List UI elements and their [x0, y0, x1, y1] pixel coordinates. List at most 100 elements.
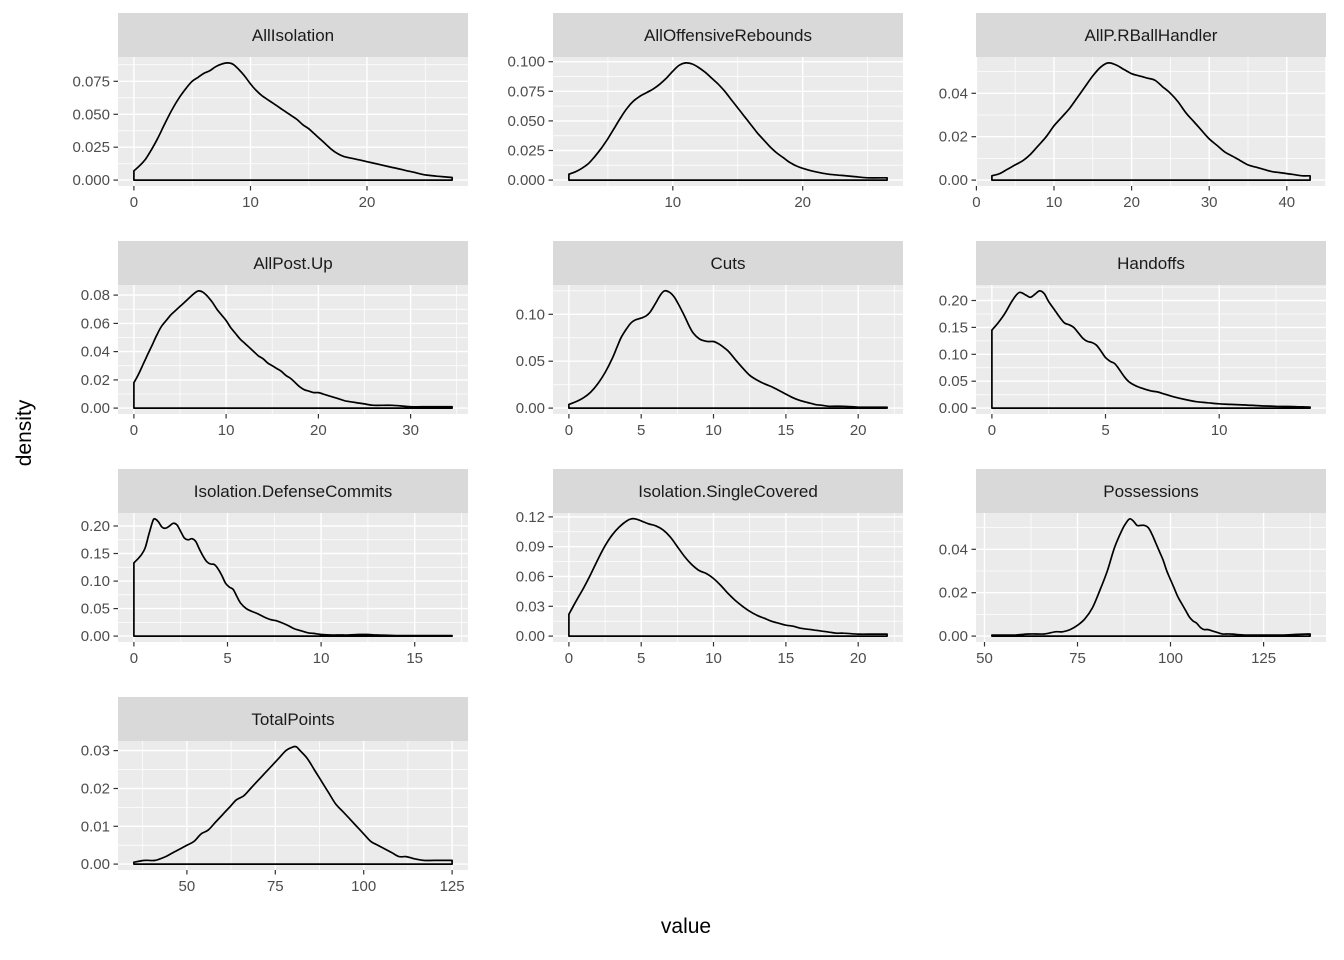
y-axis-tick-label: 0.00: [81, 856, 110, 873]
x-axis-tick-label: 125: [1251, 650, 1276, 667]
facet-title: AllPost.Up: [253, 254, 332, 273]
facet-title: AllP.RBallHandler: [1085, 26, 1218, 45]
y-axis-tick-label: 0.02: [81, 781, 110, 798]
y-axis-tick-label: 0.02: [81, 372, 110, 389]
y-axis-tick-label: 0.050: [72, 106, 110, 123]
facet-strip: [118, 13, 468, 57]
facet-panel-TotalPoints: TotalPoints 50 75 100 125 0.00 0.01 0.02 0.03: [81, 697, 468, 895]
y-axis-tick-label: 0.01: [81, 818, 110, 835]
x-axis-tick-label: 10: [705, 650, 722, 667]
y-axis-tick-label: 0.05: [81, 601, 110, 618]
y-axis-tick-label: 0.06: [516, 569, 545, 586]
x-axis-tick-label: 15: [406, 650, 423, 667]
panel-background: [553, 513, 903, 642]
axis-ticks: 50 75 100 125 0.00 0.02 0.04: [939, 541, 1276, 667]
x-axis-tick-label: 20: [850, 650, 867, 667]
facet-grid: AllIsolation 0 10 20 0.000 0.025 0.050 0.075 All…: [46, 13, 1326, 908]
facet-strip: [553, 241, 903, 285]
panel-background: [976, 285, 1326, 414]
y-axis-tick-label: 0.075: [507, 83, 545, 100]
facet-cell: Isolation.DefenseCommits 0 5 10 15 0.00 0.05 0.…: [46, 469, 468, 680]
x-axis-tick-label: 10: [1211, 422, 1228, 439]
x-axis-tick-label: 10: [313, 650, 330, 667]
panel-background: [118, 741, 468, 870]
x-axis-tick-label: 50: [179, 878, 196, 895]
gridlines: [118, 285, 468, 414]
y-axis-tick-label: 0.08: [81, 287, 110, 304]
x-axis-tick-label: 10: [1046, 194, 1063, 211]
facet-strip: [976, 469, 1326, 513]
facet-cell: AllIsolation 0 10 20 0.000 0.025 0.050 0.075: [46, 13, 468, 224]
facet-title: Possessions: [1103, 482, 1198, 501]
y-axis-tick-label: 0.000: [507, 172, 545, 189]
panel-background: [976, 57, 1326, 186]
facet-strip: [118, 241, 468, 285]
density-curve: [133, 745, 453, 865]
x-axis-tick-label: 100: [351, 878, 376, 895]
facet-cell: Possessions 50 75 100 125 0.00 0.02 0.04: [918, 469, 1326, 680]
x-axis-tick-label: 20: [850, 422, 867, 439]
y-axis-tick-label: 0.000: [72, 172, 110, 189]
x-axis-tick-label: 5: [637, 422, 645, 439]
panel-background: [118, 57, 468, 186]
x-axis-title: value: [660, 915, 712, 938]
y-axis-tick-label: 0.050: [507, 113, 545, 130]
y-axis-tick-label: 0.10: [81, 573, 110, 590]
facet-strip: [553, 13, 903, 57]
y-axis-tick-label: 0.00: [516, 400, 545, 417]
y-axis-tick-label: 0.075: [72, 73, 110, 90]
facet-cell: Isolation.SingleCovered 0 5 10 15 20 0.00 0.03 0…: [483, 469, 903, 680]
y-axis-tick-label: 0.04: [939, 85, 968, 102]
y-axis-tick-label: 0.20: [81, 518, 110, 535]
x-axis-tick-label: 5: [637, 650, 645, 667]
x-axis-tick-label: 100: [1158, 650, 1183, 667]
x-axis-tick-label: 0: [565, 422, 573, 439]
x-axis-tick-label: 10: [705, 422, 722, 439]
y-axis-tick-label: 0.00: [81, 628, 110, 645]
panel-background: [976, 513, 1326, 642]
gridlines: [976, 285, 1326, 414]
facet-title: TotalPoints: [251, 710, 334, 729]
y-axis-tick-label: 0.15: [81, 546, 110, 563]
density-curve: [991, 290, 1311, 409]
facet-panel-AllPost.Up: AllPost.Up 0 10 20 30 0.00 0.02 0.04 0.06 0.08: [81, 241, 468, 439]
facet-strip: [118, 469, 468, 513]
y-axis-tick-label: 0.04: [81, 344, 110, 361]
panel-background: [118, 285, 468, 414]
y-axis-tick-label: 0.00: [939, 172, 968, 189]
y-axis-title: density: [13, 399, 36, 467]
facet-cell: AllPost.Up 0 10 20 30 0.00 0.02 0.04 0.06 0.08: [46, 241, 468, 452]
x-axis-tick-label: 10: [218, 422, 235, 439]
axis-ticks: 0 5 10 15 20 0.00 0.05 0.10: [516, 306, 867, 439]
density-curve: [991, 517, 1311, 637]
y-axis-tick-label: 0.00: [939, 628, 968, 645]
y-axis-tick-label: 0.09: [516, 539, 545, 556]
y-axis-tick-label: 0.02: [939, 129, 968, 146]
x-axis-tick-label: 15: [778, 422, 795, 439]
facet-panel-Handoffs: Handoffs 0 5 10 0.00 0.05 0.10 0.15 0.20: [939, 241, 1326, 439]
y-axis-tick-label: 0.025: [72, 139, 110, 156]
x-axis-tick-label: 125: [440, 878, 465, 895]
y-axis-tick-label: 0.00: [81, 400, 110, 417]
x-axis-tick-label: 10: [242, 194, 259, 211]
facet-title: Isolation.SingleCovered: [638, 482, 818, 501]
axis-ticks: 0 5 10 15 0.00 0.05 0.10 0.15 0.20: [81, 518, 423, 667]
x-axis-tick-label: 20: [310, 422, 327, 439]
y-axis-tick-label: 0.03: [516, 598, 545, 615]
facet-title: Handoffs: [1117, 254, 1185, 273]
x-axis-tick-label: 50: [976, 650, 993, 667]
density-curve: [133, 62, 453, 181]
axis-ticks: 50 75 100 125 0.00 0.01 0.02 0.03: [81, 743, 465, 895]
density-curve: [568, 289, 888, 409]
axis-ticks: 0 10 20 30 40 0.00 0.02 0.04: [939, 85, 1295, 211]
axis-ticks: 10 20 0.000 0.025 0.050 0.075 0.100: [507, 54, 811, 211]
facet-title: AllOffensiveRebounds: [644, 26, 812, 45]
gridlines: [118, 513, 468, 642]
x-axis-tick-label: 0: [130, 650, 138, 667]
x-axis-tick-label: 20: [359, 194, 376, 211]
facet-title: Isolation.DefenseCommits: [194, 482, 392, 501]
facet-cell: TotalPoints 50 75 100 125 0.00 0.01 0.02 0.03: [46, 697, 468, 908]
x-axis-tick-label: 40: [1278, 194, 1295, 211]
